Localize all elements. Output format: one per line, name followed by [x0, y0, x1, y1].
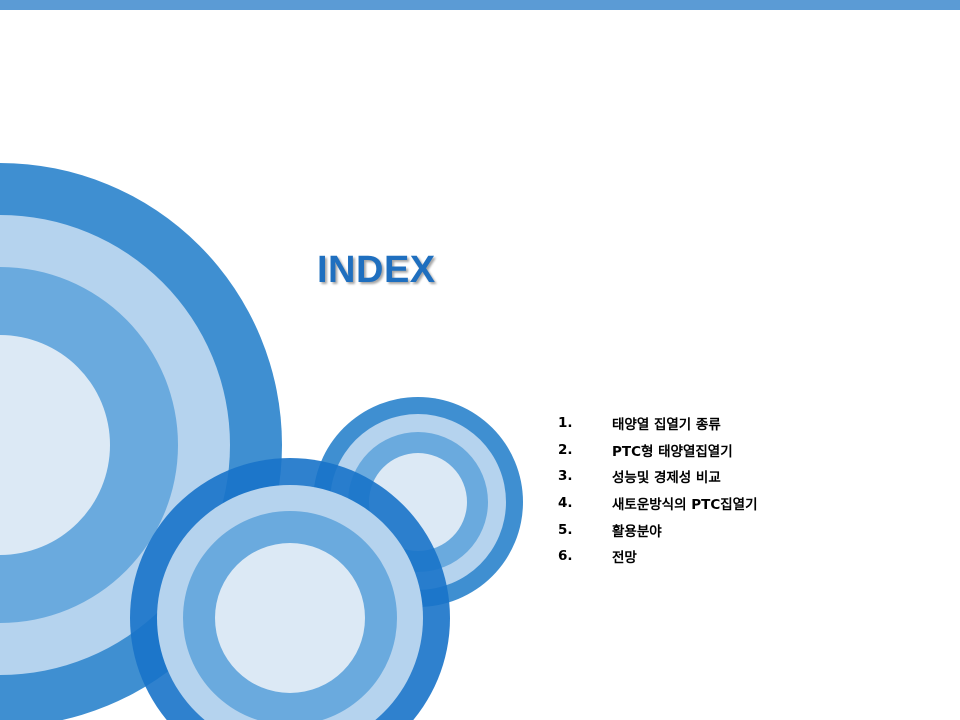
toc-item: 4. 새토운방식의 PTC집열기 [558, 490, 758, 517]
toc-item-number: 4. [558, 495, 573, 512]
toc-item: 5. 활용분야 [558, 516, 758, 543]
toc-item-label: PTC형 태양열집열기 [612, 443, 733, 460]
toc-item-label: 활용분야 [612, 523, 662, 540]
toc-item: 2. PTC형 태양열집열기 [558, 437, 758, 464]
bottom-circle-group [130, 458, 450, 720]
toc-item-number: 5. [558, 521, 573, 538]
toc-item-label: 전망 [612, 550, 637, 567]
toc-item: 1. 태양열 집열기 종류 [558, 410, 758, 437]
slide-title: INDEX [317, 249, 436, 291]
toc-item-number: 1. [558, 415, 573, 432]
toc-item-number: 3. [558, 468, 573, 485]
toc-item: 3. 성능및 경제성 비교 [558, 463, 758, 490]
large-ring-center [0, 335, 110, 555]
toc-item-label: 새토운방식의 PTC집열기 [612, 497, 758, 514]
bottom-ring-center [215, 543, 365, 693]
toc-item: 6. 전망 [558, 543, 758, 570]
toc-item-label: 성능및 경제성 비교 [612, 470, 721, 487]
toc-item-number: 6. [558, 548, 573, 565]
toc-item-label: 태양열 집열기 종류 [612, 417, 721, 434]
table-of-contents: 1. 태양열 집열기 종류 2. PTC형 태양열집열기 3. 성능및 경제성 … [558, 410, 758, 570]
top-accent-bar [0, 0, 960, 10]
toc-item-number: 2. [558, 441, 573, 458]
